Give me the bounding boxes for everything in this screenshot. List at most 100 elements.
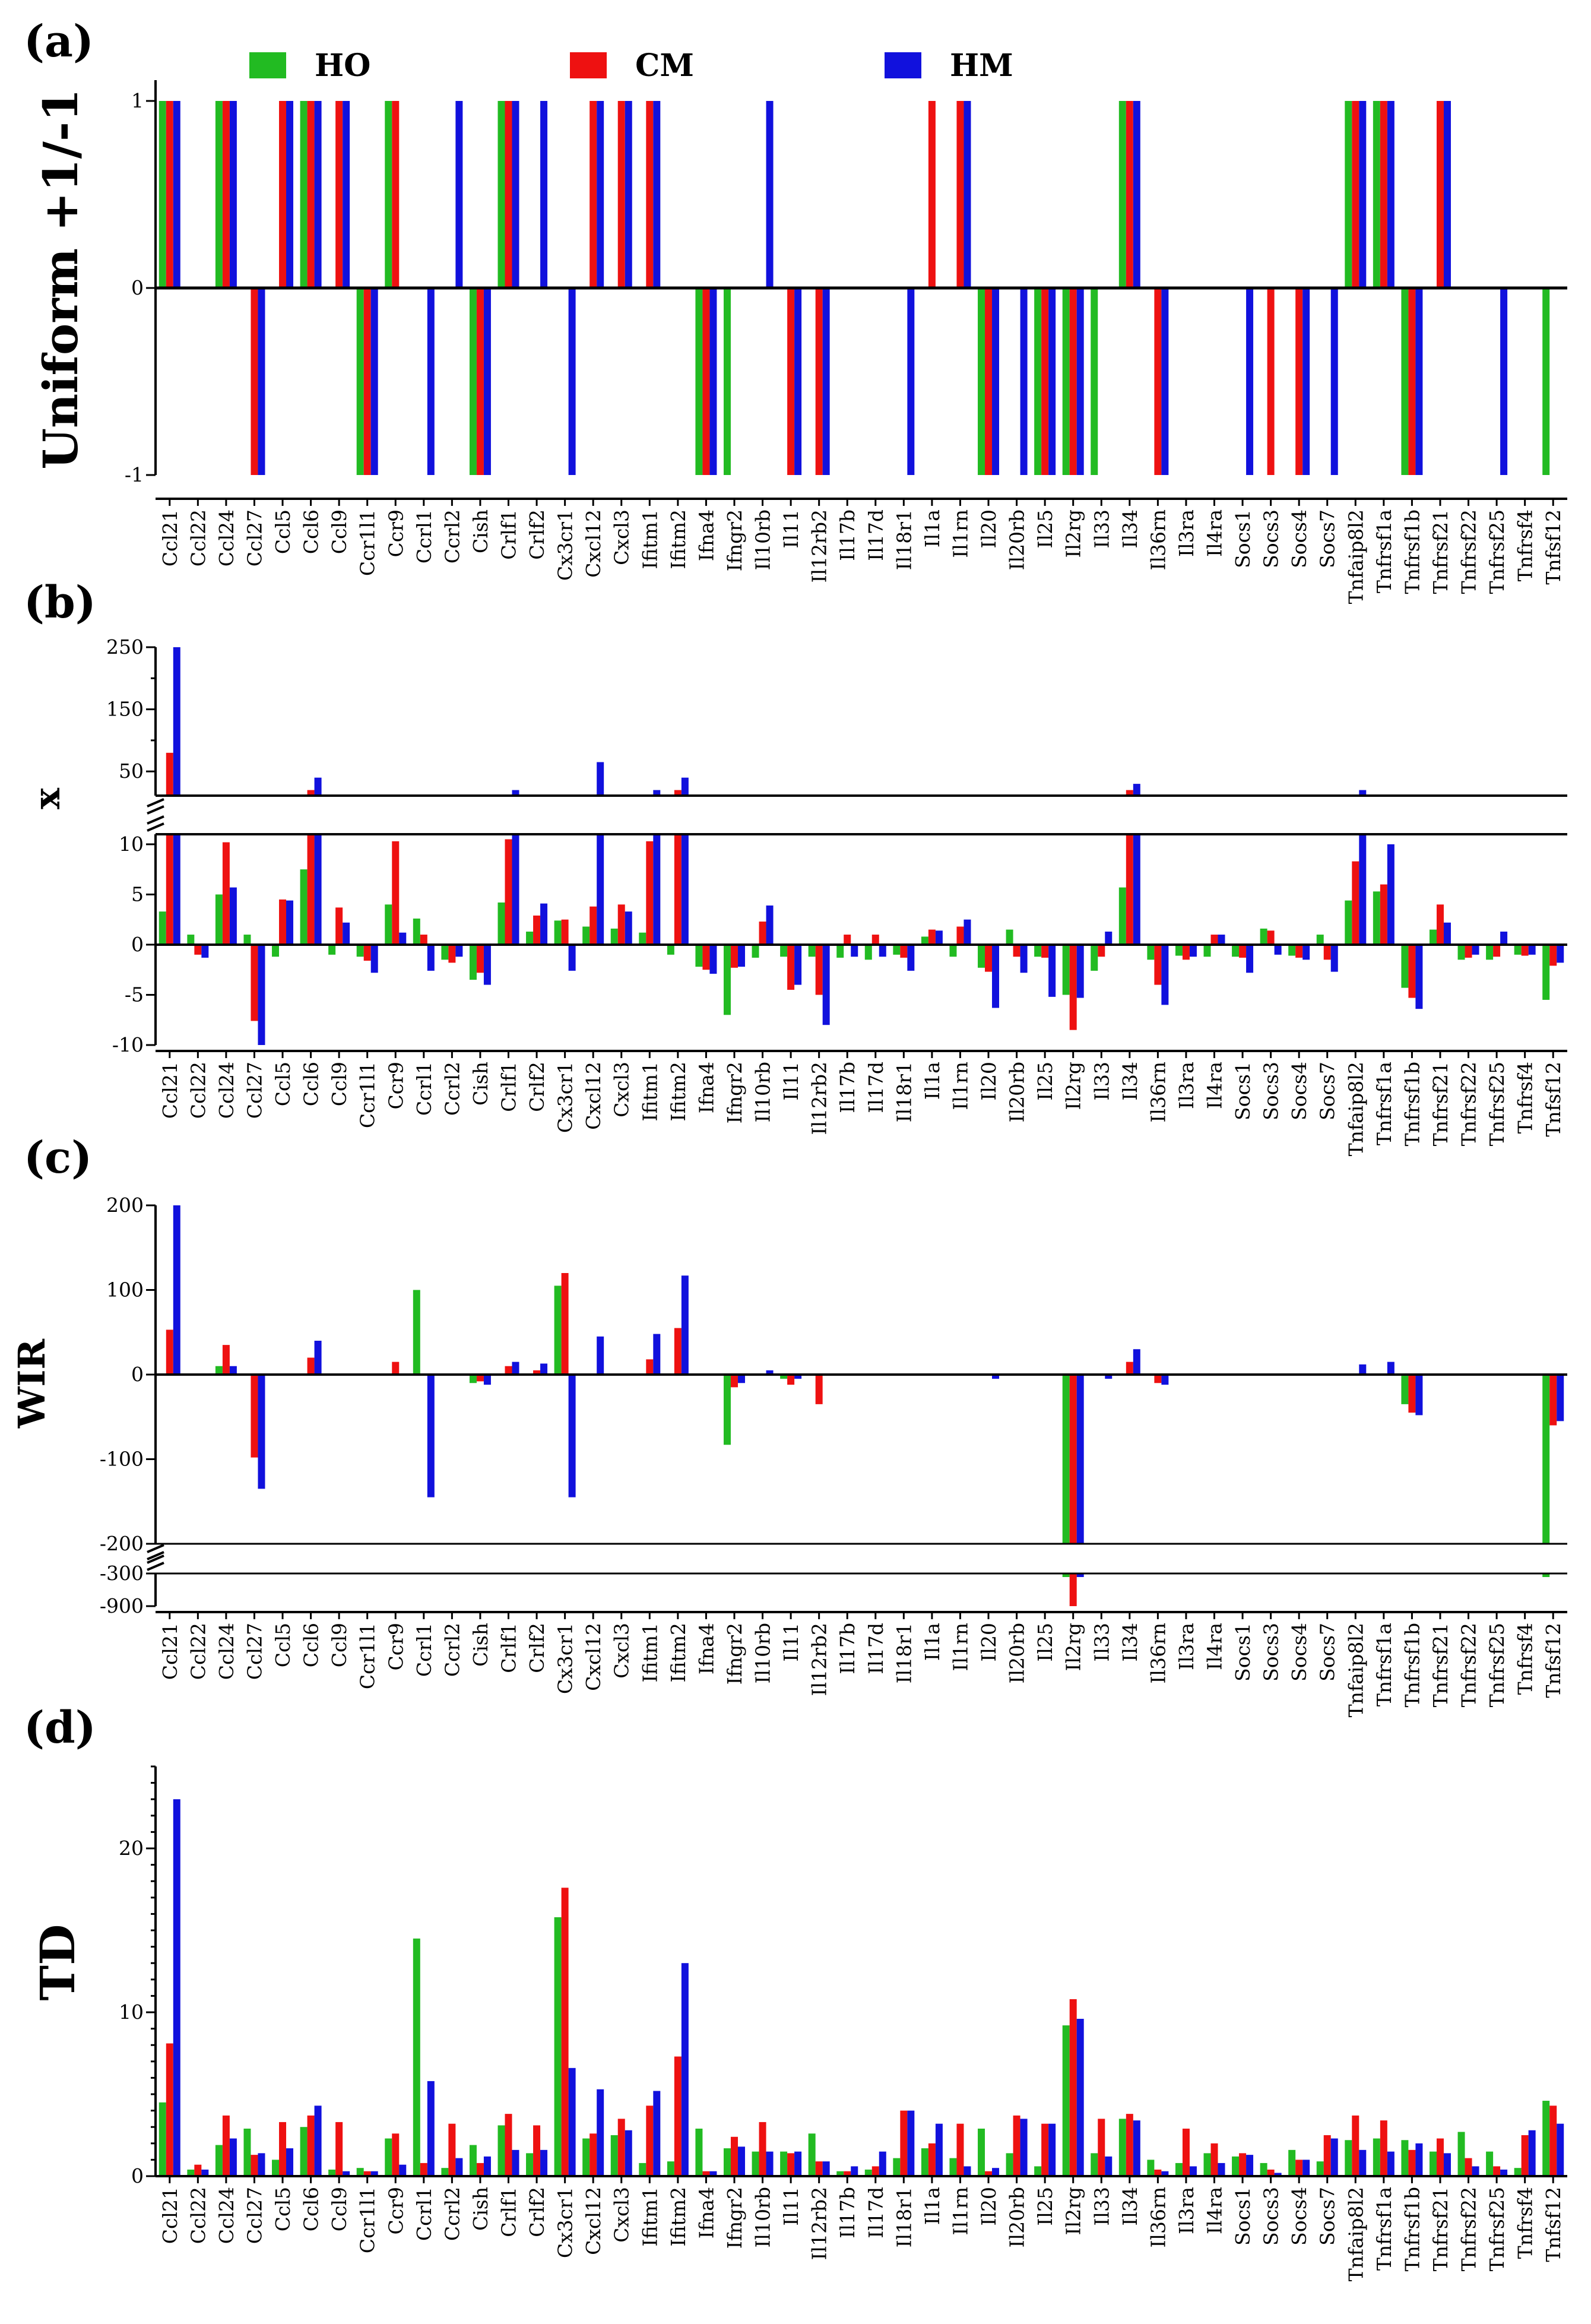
bar-hm-ccl5: [286, 101, 294, 288]
bar-hm-crlf1: [512, 101, 519, 288]
bar-cm-crlf2: [533, 2125, 541, 2176]
bar-ho-il18r1: [893, 944, 901, 955]
bar-hm-socs7: [1330, 944, 1338, 972]
bar-cm-socs7: [1323, 2135, 1331, 2176]
bar-hm-ccl21-upper: [173, 647, 180, 796]
bar-ho-tnfaip8l2: [1345, 101, 1352, 288]
bar-cm-ccl21: [166, 2043, 173, 2176]
bar-hm-socs7: [1330, 2138, 1338, 2176]
bar-hm-ifngr2: [737, 1375, 745, 1383]
bar-hm-il18r1: [907, 2110, 915, 2176]
x-tick-label: Ccrl2: [440, 509, 464, 563]
bar-cm-ccl6: [307, 1357, 315, 1375]
bar-hm-tnfrsf21: [1443, 2153, 1451, 2176]
x-tick-label: Il33: [1090, 509, 1113, 549]
bar-hm-tnfrsf1a: [1387, 101, 1394, 288]
bar-ho-il20: [978, 944, 985, 968]
x-tick-label: Cxcl3: [610, 1062, 633, 1117]
bar-hm-ccl21: [173, 101, 180, 288]
bar-cm-ccr9: [392, 101, 400, 288]
bar-ho-ccl21: [159, 2102, 166, 2176]
panel-a-ylabel: Uniform +1/-1: [33, 88, 88, 470]
bar-hm-tnfsf12: [1557, 2123, 1564, 2176]
bar-ho-il34: [1118, 887, 1126, 945]
y-tick-label: 5: [131, 882, 144, 905]
bar-hm-cxcl3: [625, 911, 632, 945]
bar-ho-il20rb: [1006, 929, 1013, 945]
bar-ho-il12rb2: [808, 2133, 816, 2176]
bar-hm-il10rb: [766, 101, 774, 288]
x-tick-label: Tnfrsf1b: [1400, 2187, 1424, 2272]
bar-cm-ccl6: [307, 101, 315, 288]
bar-hm-cxcl3: [625, 101, 632, 288]
bar-cm-il25: [1041, 288, 1049, 475]
bar-ho-cish: [469, 288, 477, 475]
x-tick-label: Il10rb: [752, 2187, 775, 2247]
x-tick-label: Ccl21: [159, 2187, 182, 2244]
x-tick-label: Socs7: [1316, 509, 1339, 568]
bar-cm-tnfrsf21: [1436, 904, 1444, 945]
bar-cm-tnfrsf22: [1465, 944, 1472, 958]
bar-cm-cxcl12: [590, 906, 597, 945]
bar-cm-il17d: [871, 2166, 879, 2176]
x-tick-label: Tnfrsf22: [1457, 2187, 1481, 2271]
bar-cm-cx3cr1: [561, 919, 569, 945]
bar-hm-tnfrsf22: [1472, 944, 1479, 955]
bar-cm-ifna4: [702, 288, 710, 475]
x-tick-label: Il25: [1034, 509, 1057, 549]
bar-cm-ccl24: [222, 1345, 230, 1375]
bar-ho-ifitm1: [639, 932, 646, 945]
bar-ho-tnfsf12: [1542, 944, 1550, 1000]
bar-hm-ccrl1: [427, 944, 435, 971]
bar-hm-il34: [1133, 101, 1140, 288]
bar-ho-il10rb: [752, 944, 759, 958]
bar-ho-ifngr2: [723, 288, 731, 475]
bar-ho-ccl27: [243, 2128, 251, 2176]
bar-cm-tnfrsf1a: [1380, 884, 1387, 945]
bar-ho-socs7: [1316, 935, 1324, 945]
bar-cm-crlf1: [505, 839, 512, 945]
bar-ho-il25: [1034, 288, 1042, 475]
x-tick-label: Cish: [469, 1623, 492, 1667]
bar-hm-crlf2: [540, 2149, 548, 2176]
bar-cm-il34: [1126, 1362, 1133, 1375]
x-tick-label: Tnfrsf4: [1514, 1062, 1537, 1133]
bar-hm-ifitm1: [653, 1334, 661, 1375]
bar-ho-ccr1l1: [356, 944, 364, 957]
bar-cm-il34: [1126, 101, 1133, 288]
bar-ho-socs4: [1288, 2149, 1296, 2176]
bar-cm-ccrl1: [420, 935, 427, 945]
bar-hm-ccl6: [314, 1341, 322, 1375]
bar-cm-il18r1: [900, 2110, 908, 2176]
bar-ho-ccl24: [215, 2145, 223, 2176]
x-tick-label: Tnfrsf4: [1514, 509, 1537, 581]
x-tick-label: Crlf2: [525, 2187, 549, 2237]
bar-cm-il34-upper: [1126, 790, 1133, 796]
x-tick-label: Ifitm1: [638, 509, 661, 569]
bar-ho-ccl24: [215, 894, 223, 945]
x-tick-label: Il1rn: [949, 509, 972, 558]
bar-cm-il33: [1098, 2119, 1105, 2176]
bar-ho-ccl6: [300, 869, 308, 945]
bar-cm-tnfrsf1a: [1380, 101, 1387, 288]
bar-ho-ccrl1: [413, 919, 420, 945]
bar-cm-ccl5: [279, 899, 287, 945]
bar-hm-cx3cr1: [568, 288, 576, 475]
bar-ho-il20rb: [1006, 2153, 1013, 2176]
bar-hm-il36rn: [1161, 2171, 1169, 2176]
bar-cm-tnfsf12: [1549, 944, 1557, 966]
bar-cm-crlf1: [505, 101, 512, 288]
bar-cm-tnfsf12: [1549, 2105, 1557, 2176]
y-tick-label: -10: [112, 1033, 144, 1056]
x-tick-label: Il18r1: [892, 2187, 915, 2247]
bar-cm-il12rb2: [815, 288, 823, 475]
bar-cm-socs4: [1295, 288, 1303, 475]
y-tick-label: 150: [106, 698, 144, 721]
y-tick-label: 1: [131, 89, 144, 112]
y-tick-label: 10: [119, 2000, 144, 2024]
bar-cm-ifitm2: [674, 1328, 682, 1375]
x-tick-label: Ccl9: [328, 1062, 351, 1106]
bar-ho-cxcl3: [610, 2135, 618, 2176]
x-tick-label: Ccl24: [215, 1623, 238, 1680]
bar-cm-socs4: [1295, 2160, 1303, 2176]
